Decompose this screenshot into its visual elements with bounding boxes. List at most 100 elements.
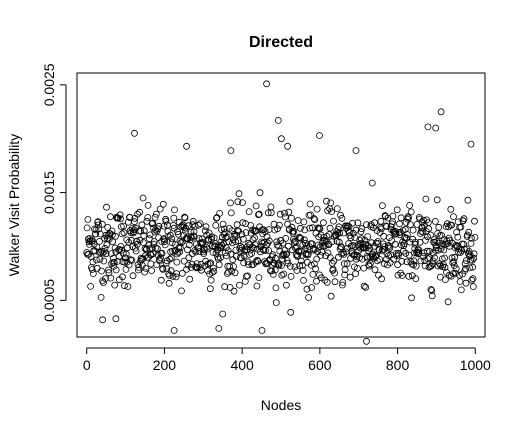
data-point [432,124,440,132]
data-point [237,242,245,250]
data-point [377,217,385,225]
data-point [216,209,224,217]
data-point [115,252,123,260]
x-tick-label: 400 [230,357,254,373]
data-point [388,237,396,245]
data-point [260,239,268,246]
data-point [431,239,439,246]
data-point [468,276,476,284]
data-point [127,256,135,264]
data-point [425,225,433,233]
data-point [89,237,96,245]
data-point [339,278,347,286]
data-point [350,263,358,271]
data-point [226,284,234,291]
data-point [170,327,178,334]
data-point [219,310,227,318]
data-point [431,254,438,262]
data-point [263,80,271,88]
data-point [134,266,142,274]
data-point [348,250,356,257]
data-point [326,254,334,261]
data-point [409,226,417,234]
data-point [98,267,105,275]
data-point [303,285,311,293]
data-point [427,262,435,270]
data-point [149,219,157,227]
data-point [358,225,366,233]
data-point [150,240,158,248]
data-point [338,214,346,222]
data-point [392,230,400,238]
data-point [353,251,361,259]
data-point [183,265,191,273]
data-point [310,215,318,222]
data-point [422,195,430,203]
data-point [176,244,184,252]
points-group [83,80,479,345]
data-point [457,223,465,231]
data-point [190,232,198,240]
data-point [467,140,475,148]
data-point [140,227,148,235]
data-point [313,205,321,213]
data-point [443,220,451,228]
data-point [207,276,215,284]
data-point [467,239,475,247]
data-point [437,108,445,116]
data-point [165,279,173,287]
data-point [190,228,198,236]
data-point [327,199,335,207]
data-point [277,262,285,270]
data-point [185,222,192,230]
data-point [435,223,443,231]
data-point [304,250,312,258]
data-point [415,249,423,257]
data-point [448,221,456,229]
data-point [169,221,177,229]
data-point [293,243,300,251]
data-point [221,229,229,237]
data-point [231,269,239,277]
data-point [281,209,288,217]
x-tick-label: 200 [153,357,177,373]
data-point [371,266,379,274]
data-point [427,231,435,239]
data-point [232,252,240,260]
data-point [398,272,406,279]
data-point [471,217,478,225]
data-point [329,265,337,273]
data-point [141,268,149,276]
data-point [103,241,111,249]
data-point [406,221,414,229]
data-point [122,254,129,262]
data-point [227,209,235,217]
data-point [267,209,275,217]
data-point [459,270,466,278]
data-point [423,247,431,255]
data-point [457,286,465,294]
data-point [284,242,292,250]
data-point [245,239,253,247]
data-point [201,245,208,253]
data-point [136,208,144,216]
data-point [112,315,120,323]
x-axis: 0 200 400 600 800 1000 [83,347,491,373]
data-point [431,217,439,225]
data-point [341,266,349,274]
data-point [463,245,471,253]
data-point [454,233,462,241]
data-point [253,282,261,290]
data-point [218,241,226,249]
data-point [277,135,285,143]
data-point [183,246,191,254]
data-point [253,256,261,264]
data-point [168,235,176,243]
data-point [294,252,302,259]
data-point [315,233,323,241]
data-point [83,224,91,232]
data-point [112,266,120,274]
data-point [415,246,423,254]
data-point [198,240,206,248]
